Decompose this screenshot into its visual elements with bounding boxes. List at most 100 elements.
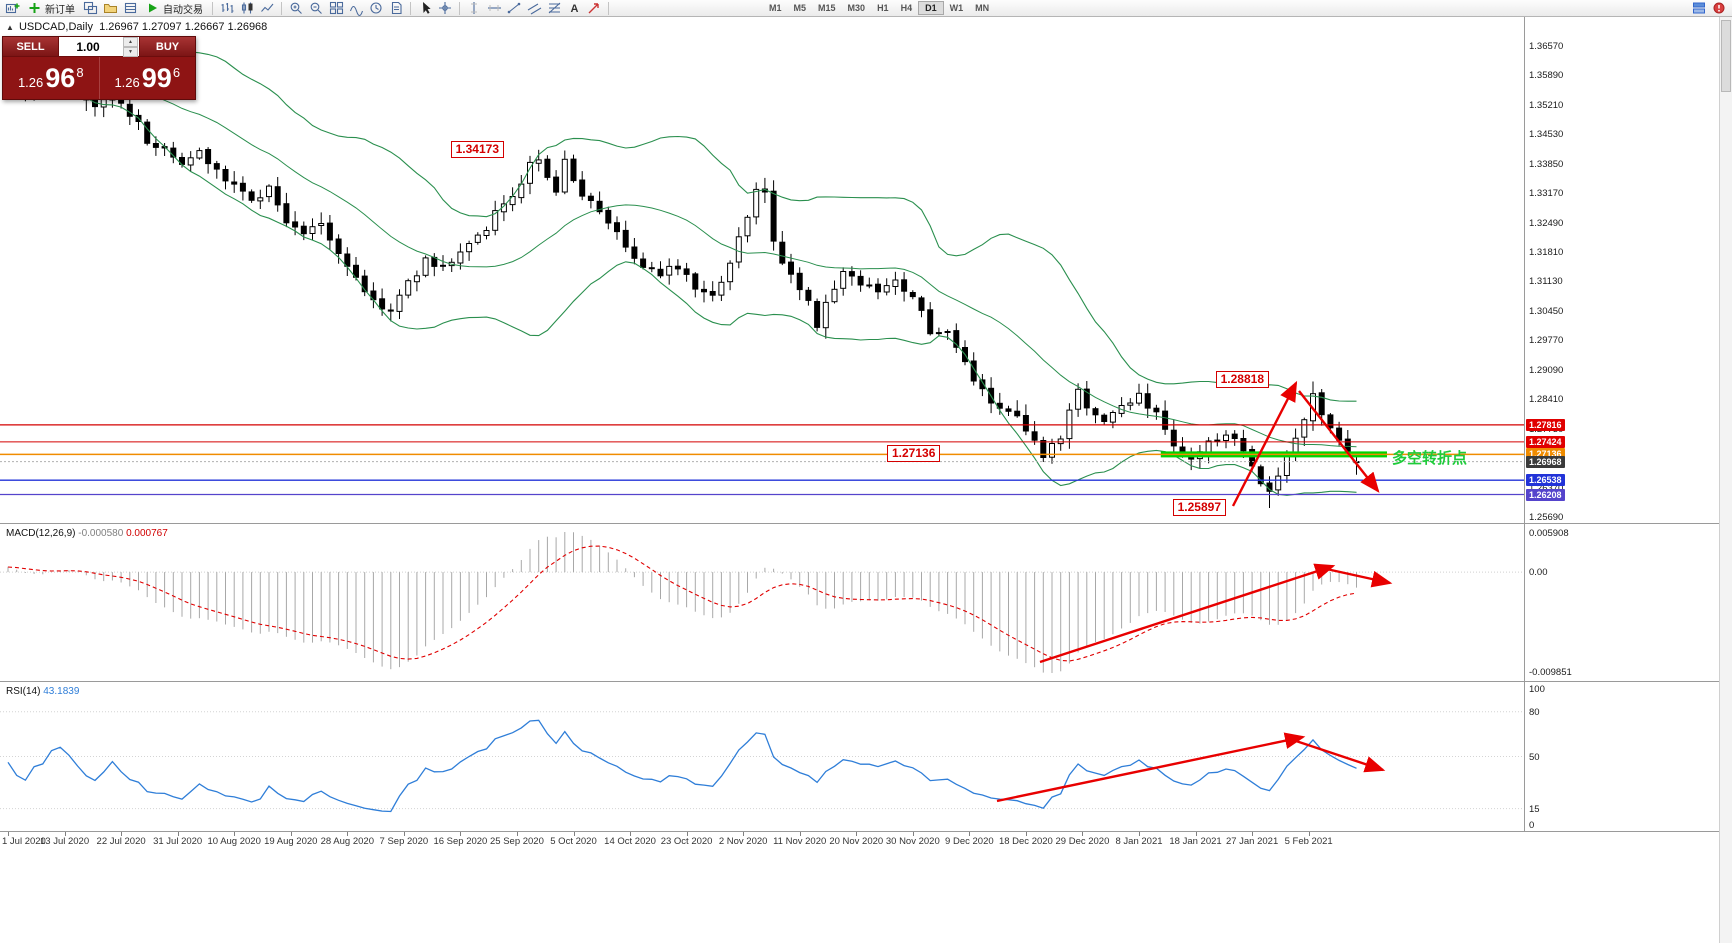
macd-indicator-label: MACD(12,26,9) -0.000580 0.000767 [6,528,168,539]
scrollbar-thumb[interactable] [1721,20,1731,92]
crosshair-icon[interactable] [435,1,455,16]
tile-blue-icon[interactable] [1689,1,1709,16]
time-axis-tick [347,832,348,836]
date-label: 22 Jul 2020 [96,836,146,847]
volume-spinner: ▲ ▼ [123,36,138,57]
time-axis-tick [517,832,518,836]
buy-price-button[interactable]: 1.26 99 6 [100,57,196,99]
timeframe-button-m15[interactable]: M15 [818,3,836,13]
buy-price-point: 6 [172,64,181,80]
one-click-trading-widget: SELL ▲ ▼ BUY 1.26 96 8 1.26 99 6 [2,36,196,100]
autotrade-button[interactable]: 自动交易 [140,1,208,16]
toolbar-separator [410,1,411,15]
time-axis-tick [1139,832,1140,836]
axis-label: 1.31130 [1529,276,1563,287]
svg-text:A: A [570,3,578,15]
time-axis-tick [8,832,9,836]
date-label: 8 Jan 2021 [1115,836,1163,847]
trade-prices-row: 1.26 96 8 1.26 99 6 [3,57,195,99]
buy-button[interactable]: BUY [139,37,195,56]
timeframe-button-d1[interactable]: D1 [918,1,944,15]
timeframe-button-h1[interactable]: H1 [877,3,889,13]
timeframe-button-w1[interactable]: W1 [949,3,964,13]
date-label: 1 Jul 2020 [2,836,46,847]
buy-price-figure: 1.26 [114,75,140,90]
date-label: 28 Aug 2020 [320,836,374,847]
chart-windows-icon[interactable] [80,1,100,16]
date-label: 25 Sep 2020 [489,836,544,847]
volume-increase-button[interactable]: ▲ [123,36,138,47]
alert-red-icon[interactable] [1709,1,1729,16]
axis-label: 1.33170 [1529,188,1564,199]
axis-label: 50 [1529,752,1540,763]
date-label: 2 Nov 2020 [718,836,768,847]
axis-label: 0 [1529,820,1535,831]
axis-label: 1.35210 [1529,100,1564,111]
time-axis-tick [856,832,857,836]
time-axis-tick [1309,832,1310,836]
axis-label: 0.005908 [1529,528,1569,539]
hline-icon[interactable] [484,1,504,16]
date-label: 9 Dec 2020 [945,836,994,847]
timeframe-button-h4[interactable]: H4 [900,3,913,13]
price-tag: 1.26208 [1526,489,1565,501]
axis-label: 1.26370 [1529,483,1563,494]
channel-icon[interactable] [524,1,544,16]
timeframe-button-m30[interactable]: M30 [847,3,866,13]
toolbar-left-group: 新订单 自动交易 A [2,1,613,17]
date-label: 16 Sep 2020 [433,836,488,847]
chart-ohlc-values: 1.26967 1.27097 1.26667 1.26968 [99,21,268,33]
date-label: 11 Nov 2020 [773,836,827,847]
timeframe-button-mn[interactable]: MN [975,3,990,13]
volume-decrease-button[interactable]: ▼ [123,46,138,57]
axis-label: 1.32490 [1529,218,1564,229]
volume-input[interactable] [61,38,115,55]
new-chart-icon[interactable] [2,1,22,16]
data-window-icon[interactable] [120,1,140,16]
vertical-scrollbar[interactable] [1719,17,1732,943]
time-axis-tick [1196,832,1197,836]
vline-icon[interactable] [464,1,484,16]
macd-panel-chart[interactable] [0,524,1524,681]
time-axis-tick [234,832,235,836]
axis-label: 1.30450 [1529,306,1564,317]
date-label: 18 Dec 2020 [998,836,1053,847]
time-axis-tick [800,832,801,836]
panel-separator[interactable] [0,523,1719,524]
profiles-icon[interactable] [100,1,120,16]
time-axis-tick [1252,832,1253,836]
toolbar-right-group [1689,1,1732,16]
zoom-out-icon[interactable] [306,1,326,16]
price-callout: 1.27136 [887,445,941,462]
fibonacci-icon[interactable] [544,1,564,16]
symbol-marker-icon: ▲ [6,23,14,32]
panel-separator[interactable] [0,681,1719,682]
cursor-icon[interactable] [415,1,435,16]
timeframe-button-m1[interactable]: M1 [769,3,782,13]
new-order-button[interactable]: 新订单 [22,1,80,16]
candles-chart-icon[interactable] [237,1,257,16]
bars-chart-icon[interactable] [217,1,237,16]
periods-icon[interactable] [366,1,386,16]
arrows-icon[interactable] [584,1,604,16]
sell-button[interactable]: SELL [3,37,59,56]
sell-price-button[interactable]: 1.26 96 8 [3,57,100,99]
axis-label: 1.35890 [1529,70,1564,81]
date-label: 31 Jul 2020 [153,836,203,847]
axis-label: 1.25690 [1529,512,1564,523]
zoom-in-icon[interactable] [286,1,306,16]
tile-windows-icon[interactable] [326,1,346,16]
volume-field: ▲ ▼ [59,36,139,57]
templates-icon[interactable] [386,1,406,16]
timeframe-button-m5[interactable]: M5 [793,3,807,13]
axis-label: 100 [1529,684,1545,695]
date-label: 19 Aug 2020 [264,836,318,847]
line-chart-icon[interactable] [257,1,277,16]
date-label: 10 Aug 2020 [207,836,261,847]
main-price-chart[interactable] [0,17,1524,523]
date-label: 14 Oct 2020 [604,836,656,847]
text-icon[interactable]: A [564,1,584,16]
rsi-panel-chart[interactable] [0,682,1524,831]
indicators-icon[interactable] [346,1,366,17]
trendline-icon[interactable] [504,1,524,16]
